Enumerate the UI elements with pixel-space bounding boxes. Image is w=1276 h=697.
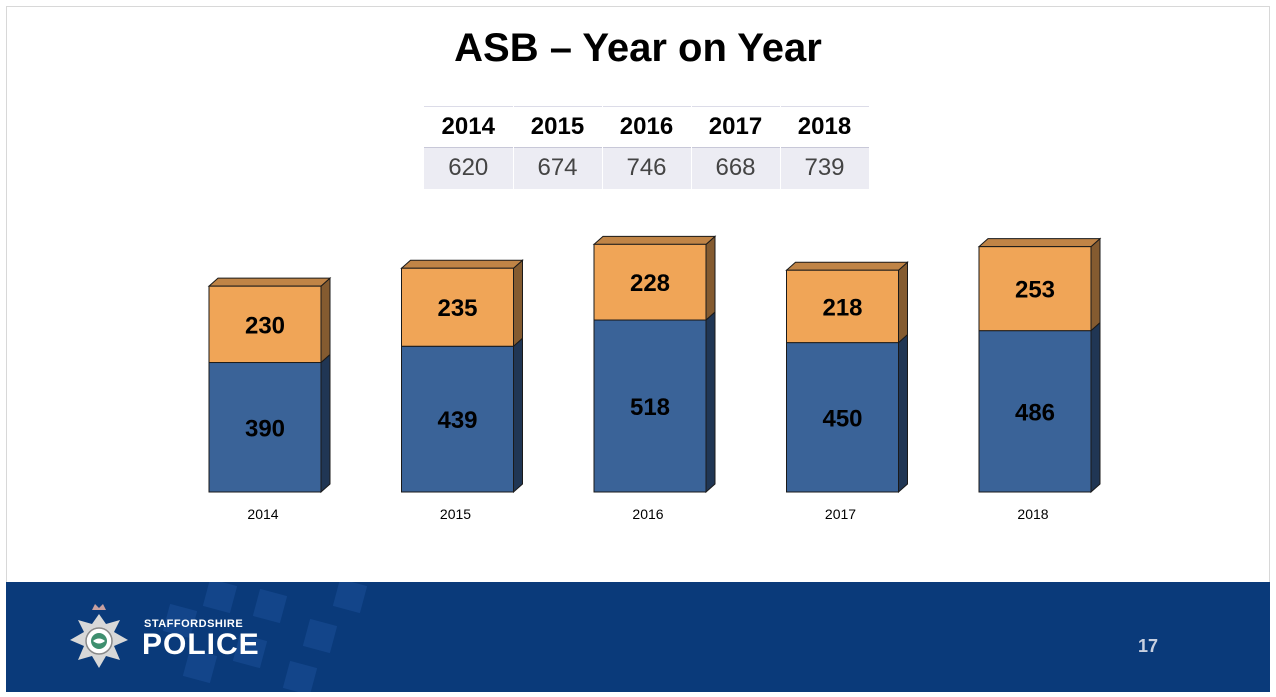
data-label-lower: 390: [245, 415, 285, 442]
totals-table-year: 2018: [780, 106, 870, 148]
footer-checker-pattern: [162, 582, 368, 692]
totals-table-total: 674: [513, 147, 603, 189]
bar-top: [785, 261, 909, 271]
data-label-upper: 253: [1015, 277, 1055, 304]
bar-side-lower: [898, 333, 908, 494]
bar-side-upper: [513, 259, 523, 348]
police-badge-icon: [70, 604, 128, 668]
bar-side-upper: [705, 235, 716, 322]
org-name-line1: STAFFORDSHIRE: [144, 618, 244, 630]
bar-segment-lower: [401, 345, 514, 493]
bar-side-lower: [1090, 321, 1101, 494]
org-name-line2: POLICE: [142, 628, 260, 661]
data-label-upper: 218: [822, 294, 862, 321]
bar-segment-upper: [978, 246, 1092, 332]
totals-table-year: 2015: [513, 106, 603, 148]
data-label-upper: 235: [437, 295, 477, 322]
bar-segment-lower: [786, 342, 899, 493]
x-tick-label: 2018: [1017, 506, 1048, 522]
x-tick-label: 2017: [825, 506, 856, 522]
bar-side-lower: [705, 310, 716, 494]
bar-top: [592, 235, 717, 245]
bar-segment-upper: [786, 269, 899, 344]
bar-segment-upper: [208, 285, 322, 364]
totals-table-total: 668: [691, 147, 781, 189]
totals-table-total: 746: [602, 147, 692, 189]
bar-top: [207, 277, 332, 287]
data-label-lower: 450: [822, 405, 862, 432]
totals-table-year: 2014: [424, 106, 514, 148]
x-tick-label: 2014: [247, 506, 278, 522]
x-tick-label: 2016: [632, 506, 663, 522]
footer-banner: STAFFORDSHIRE POLICE 17: [6, 582, 1270, 692]
bar-side-lower: [513, 337, 523, 494]
page-number: 17: [1138, 636, 1159, 656]
bar-segment-lower: [208, 362, 322, 493]
data-label-upper: 230: [245, 312, 285, 339]
totals-table-total: 620: [424, 147, 514, 189]
totals-table-value-row: 620 674 746 668 739: [424, 147, 870, 189]
bar-side-upper: [898, 261, 908, 344]
data-label-lower: 518: [630, 394, 670, 421]
x-tick-label: 2015: [440, 506, 471, 522]
bar-segment-lower: [593, 319, 707, 493]
data-label-lower: 439: [437, 407, 477, 434]
bar-side-lower: [320, 353, 331, 494]
bar-top: [977, 238, 1102, 248]
bar-top: [400, 259, 524, 269]
bar-segment-lower: [978, 330, 1092, 493]
totals-table-year: 2017: [691, 106, 781, 148]
data-label-upper: 228: [630, 270, 670, 297]
bar-segment-upper: [401, 267, 514, 347]
slide-title: ASB – Year on Year: [454, 26, 822, 70]
data-label-lower: 486: [1015, 399, 1055, 426]
bar-segment-upper: [593, 243, 707, 321]
totals-table-year: 2016: [602, 106, 692, 148]
bar-side-upper: [320, 277, 331, 364]
stacked-bar-chart: 390 230 2014 439 235 2015 518 228 2016 450 218 2017…: [207, 235, 1102, 522]
totals-table: 2014 2015 2016 2017 2018 620 674 746 668…: [424, 106, 870, 189]
totals-table-total: 739: [780, 147, 870, 189]
bar-side-upper: [1090, 237, 1101, 332]
totals-table-header-row: 2014 2015 2016 2017 2018: [424, 106, 870, 148]
